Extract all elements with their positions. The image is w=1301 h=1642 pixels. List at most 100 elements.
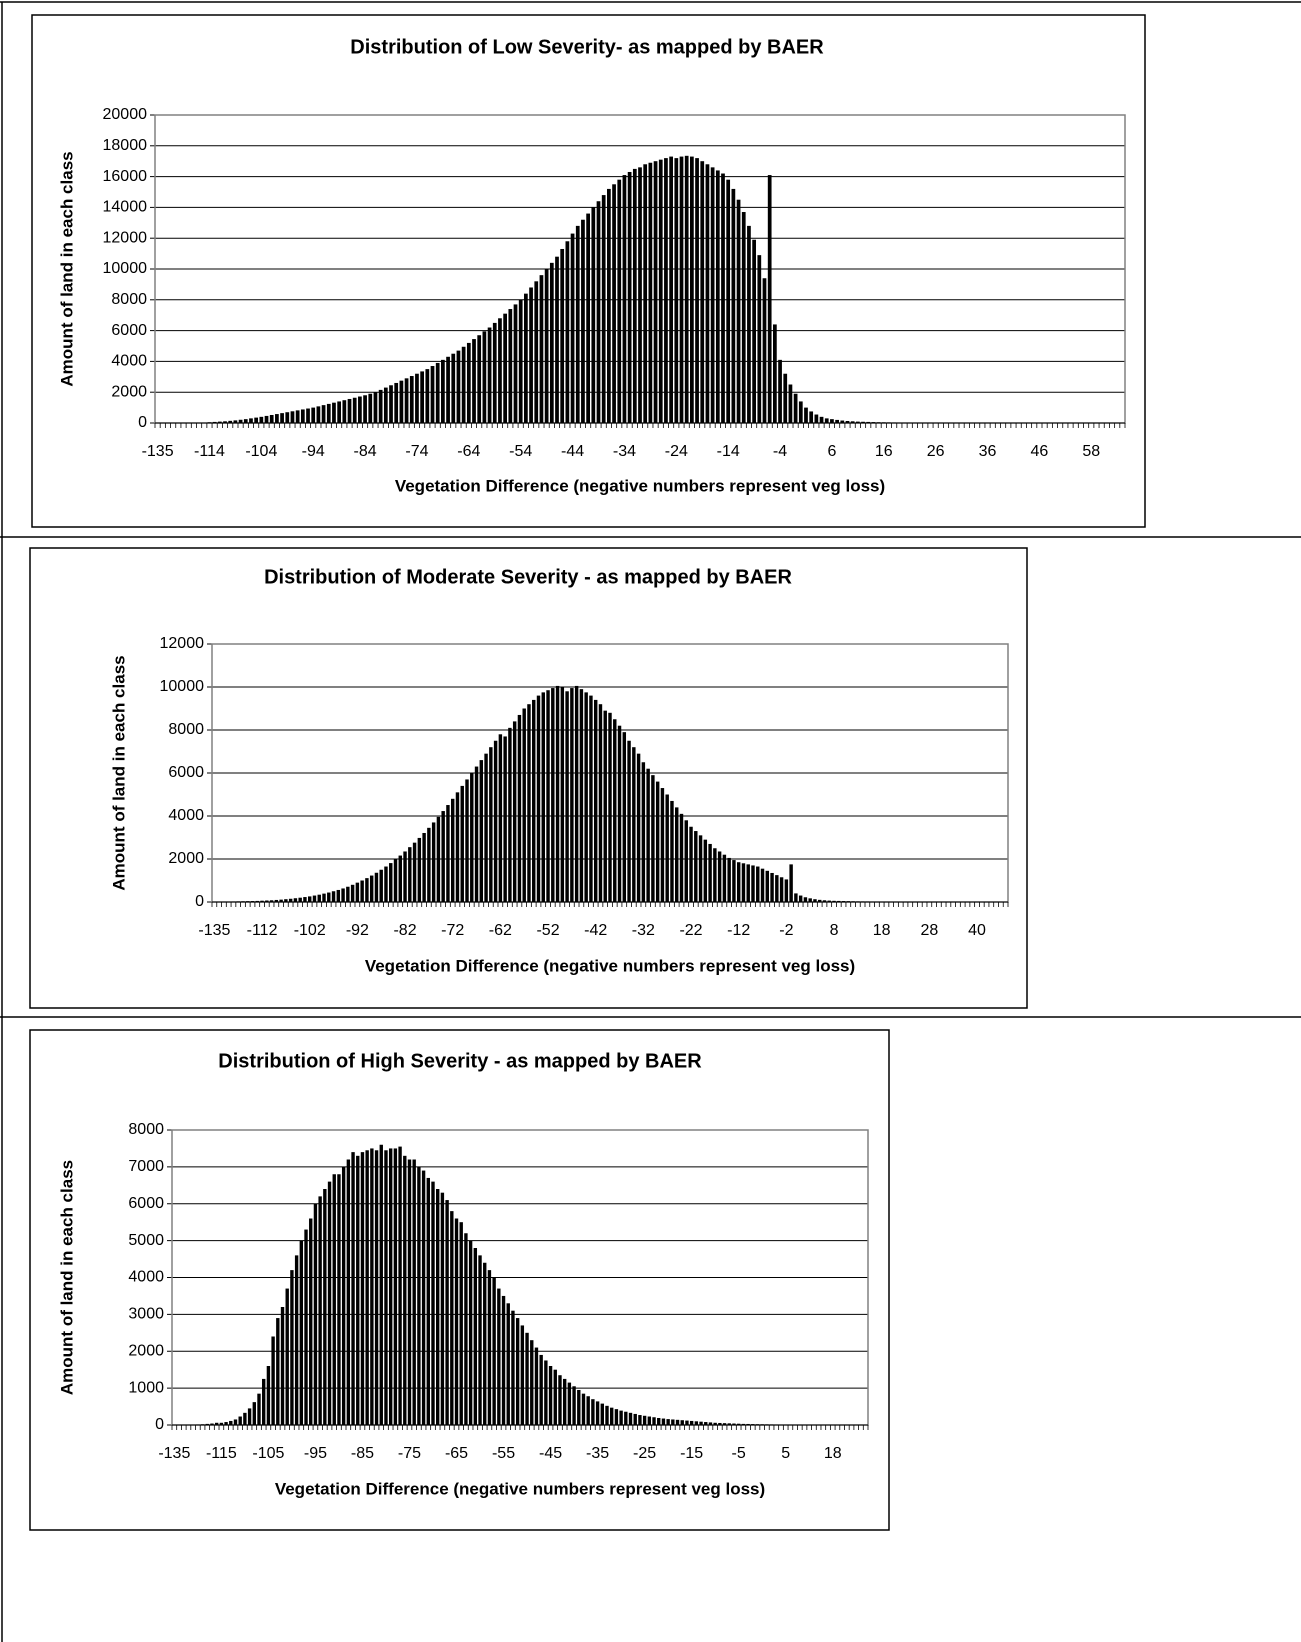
bar — [628, 1412, 633, 1425]
bar — [257, 1393, 261, 1425]
x-tick-label: 26 — [927, 443, 945, 460]
bar — [515, 1318, 520, 1425]
bar — [727, 1423, 731, 1425]
bar — [524, 293, 528, 423]
bar — [861, 421, 865, 423]
bar — [455, 792, 460, 902]
bar — [670, 800, 674, 902]
bar — [331, 891, 336, 902]
bar — [560, 248, 565, 423]
bar — [252, 1402, 256, 1425]
bar — [732, 860, 736, 902]
bar — [321, 405, 326, 423]
bar — [454, 1218, 459, 1425]
bar — [572, 1386, 576, 1425]
bar — [694, 831, 698, 902]
bar — [704, 1422, 708, 1425]
y-tick-label: 6000 — [168, 764, 204, 781]
bar — [341, 1166, 346, 1425]
bar — [600, 1403, 604, 1425]
bar — [525, 1332, 529, 1425]
bar — [653, 161, 658, 423]
x-tick-label: 46 — [1031, 443, 1049, 460]
bar — [313, 1203, 318, 1425]
x-axis-label: Vegetation Difference (negative numbers … — [365, 956, 855, 975]
bar — [570, 233, 575, 423]
y-tick-label: 0 — [155, 1416, 164, 1433]
bar — [508, 727, 512, 902]
bar — [575, 225, 580, 423]
bar — [636, 753, 641, 902]
bar — [445, 1200, 449, 1425]
bar — [210, 1423, 214, 1425]
bar — [608, 712, 612, 902]
bar — [830, 419, 834, 423]
x-tick-label: -25 — [633, 1445, 656, 1462]
bar — [641, 762, 646, 902]
bar — [809, 411, 814, 423]
x-tick-label: 36 — [979, 443, 997, 460]
bar — [450, 1211, 454, 1425]
bar — [312, 895, 317, 902]
bar — [577, 1389, 581, 1425]
x-tick-label: 5 — [781, 1445, 790, 1462]
bar — [591, 207, 596, 423]
bar — [472, 339, 476, 423]
bar — [613, 719, 617, 902]
bar — [379, 1144, 383, 1425]
bar — [669, 156, 673, 423]
bar — [783, 373, 788, 423]
bar — [446, 356, 450, 423]
bar — [715, 170, 720, 423]
bar — [794, 893, 798, 902]
bar — [560, 687, 565, 902]
bar — [219, 1422, 224, 1425]
bar — [247, 1408, 252, 1425]
bar — [238, 1416, 242, 1425]
chart-title: Distribution of High Severity - as mappe… — [218, 1050, 702, 1072]
x-tick-label: -35 — [586, 1445, 609, 1462]
bar — [756, 866, 760, 902]
bar — [311, 407, 316, 423]
bar — [685, 1420, 689, 1425]
bar — [866, 421, 871, 423]
y-tick-label: 18000 — [103, 137, 148, 154]
x-tick-label: -135 — [142, 443, 174, 460]
bar — [369, 875, 374, 902]
bar — [752, 239, 756, 423]
bar — [684, 820, 688, 902]
x-tick-label: -85 — [351, 1445, 374, 1462]
bar — [679, 156, 684, 423]
bar — [394, 382, 399, 423]
chart-title: Distribution of Low Severity- as mapped … — [350, 36, 824, 58]
bar — [294, 1255, 299, 1425]
bar — [784, 879, 789, 902]
bar — [284, 899, 288, 902]
bar — [627, 171, 632, 423]
y-axis-label: Amount of land in each class — [57, 1160, 76, 1395]
y-tick-label: 16000 — [103, 168, 148, 185]
bar — [642, 1415, 647, 1425]
x-tick-label: -84 — [354, 443, 377, 460]
bar — [536, 695, 541, 902]
x-tick-label: -72 — [441, 922, 464, 939]
bar — [368, 393, 373, 423]
bar — [318, 1196, 322, 1425]
bar — [383, 387, 388, 423]
bar — [365, 1150, 369, 1425]
bar — [638, 1415, 642, 1425]
x-tick-label: -2 — [779, 922, 793, 939]
bar — [440, 1192, 445, 1425]
bar — [228, 420, 233, 423]
bar — [741, 863, 746, 902]
bar — [647, 1416, 652, 1425]
bar — [555, 685, 560, 902]
bar — [824, 418, 829, 423]
bar — [255, 900, 259, 902]
bar — [425, 369, 430, 423]
bar — [595, 1401, 600, 1425]
bar — [327, 1181, 332, 1425]
bar — [708, 843, 712, 902]
